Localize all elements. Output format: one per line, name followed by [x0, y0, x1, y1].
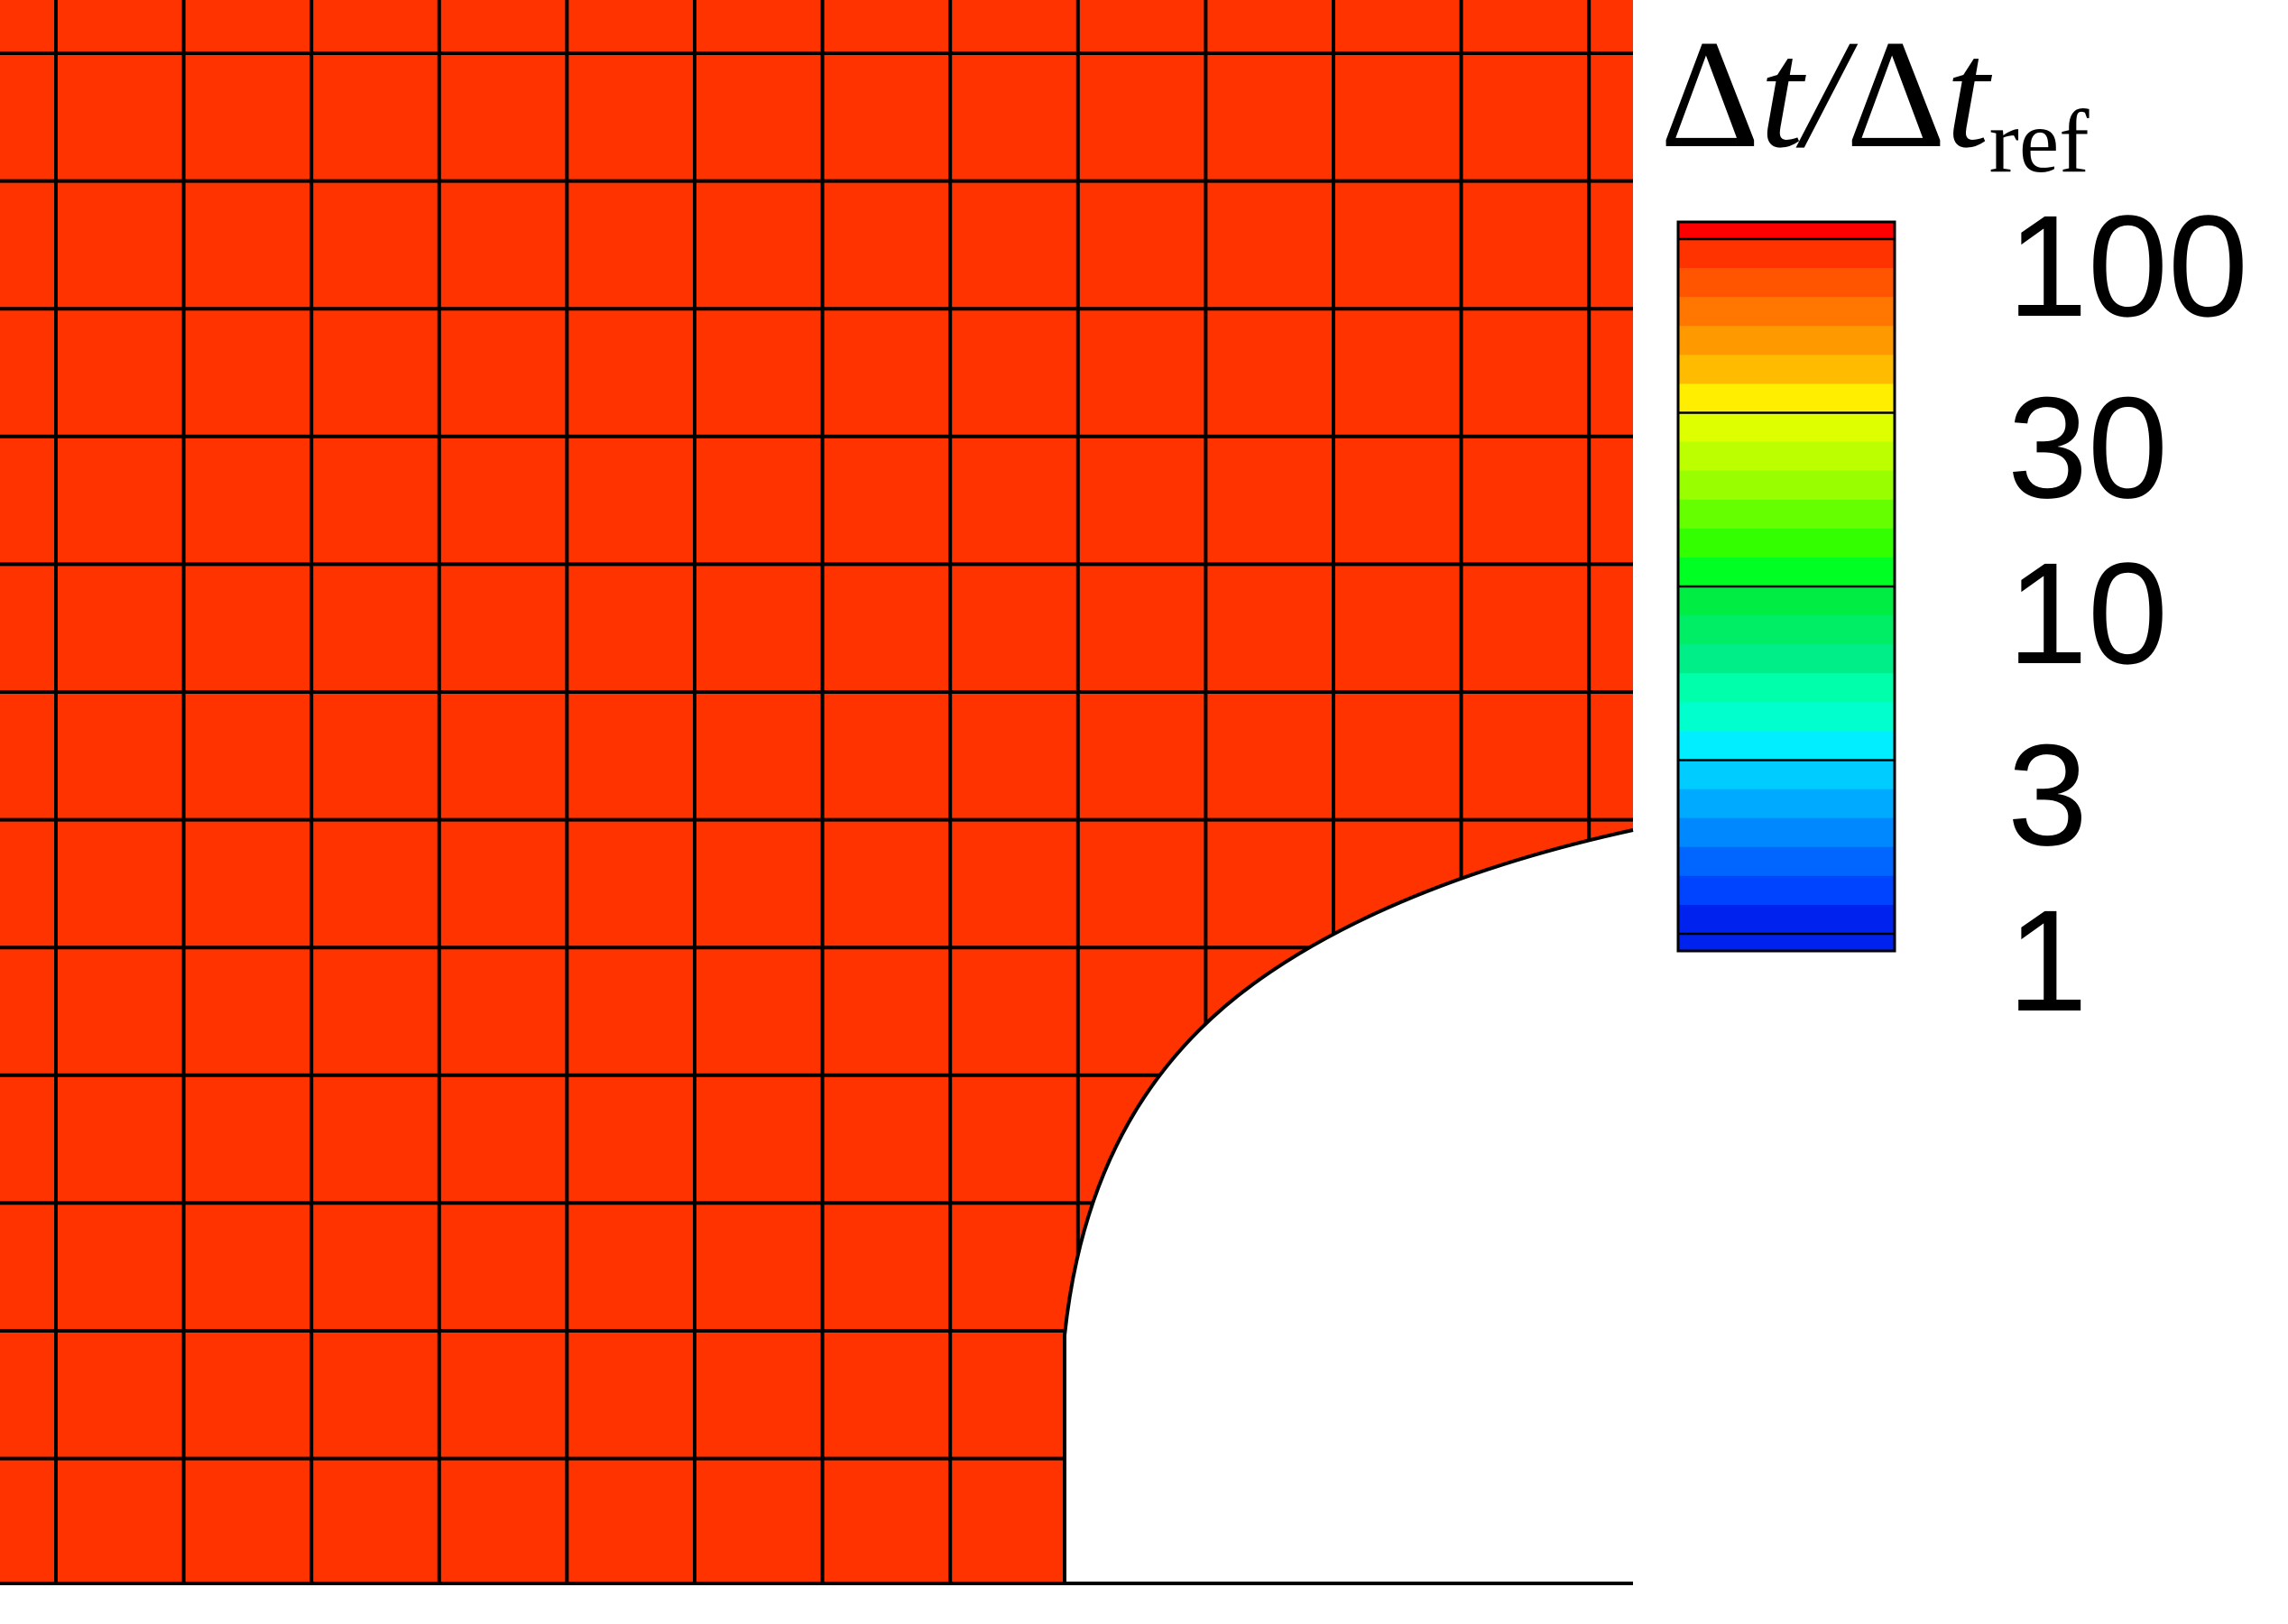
mesh-plot — [0, 0, 1634, 1585]
colorbar-frame — [1676, 220, 1896, 953]
colorbar-band — [1678, 731, 1895, 761]
colorbar-band — [1678, 817, 1895, 848]
colorbar-band — [1678, 268, 1895, 298]
legend-title-delta-1: Δ — [1660, 9, 1760, 180]
colorbar — [1676, 220, 1896, 953]
colorbar-tick-label: 3 — [2007, 714, 2088, 875]
colorbar-band — [1678, 702, 1895, 733]
hole-boundary — [1063, 828, 1634, 1583]
colorbar-tick-label: 1 — [2007, 880, 2088, 1041]
colorbar-tick-label: 100 — [2007, 185, 2248, 346]
colorbar-band — [1678, 499, 1895, 530]
colorbar-band — [1678, 846, 1895, 877]
colorbar-bottom-cap — [1678, 934, 1895, 951]
colorbar-band — [1678, 615, 1895, 645]
colorbar-band — [1678, 875, 1895, 906]
colorbar-top-cap — [1678, 222, 1895, 239]
colorbar-tick-label: 10 — [2007, 532, 2168, 694]
colorbar-band — [1678, 355, 1895, 385]
colorbar-band — [1678, 644, 1895, 674]
colorbar-band — [1678, 760, 1895, 790]
colorbar-band — [1678, 297, 1895, 327]
colorbar-band — [1678, 441, 1895, 472]
legend-title-delta-2: Δ — [1846, 9, 1946, 180]
colorbar-tick-label: 30 — [2007, 366, 2168, 528]
colorbar-band — [1678, 470, 1895, 501]
colorbar-band — [1678, 326, 1895, 355]
colorbar-band — [1678, 557, 1895, 587]
colorbar-band — [1678, 904, 1895, 935]
colorbar-band — [1678, 528, 1895, 558]
legend-title-t-1: t — [1760, 9, 1807, 180]
colorbar-band — [1678, 412, 1895, 443]
colorbar-band — [1678, 586, 1895, 616]
mesh-domain-fill — [0, 0, 1633, 1583]
legend-title-t-2: t — [1946, 9, 1993, 180]
colorbar-band — [1678, 239, 1895, 269]
colorbar-band — [1678, 789, 1895, 819]
colorbar-band — [1678, 383, 1895, 414]
legend-title-subscript: ref — [1989, 91, 2090, 191]
colorbar-band — [1678, 673, 1895, 703]
legend-title: Δt/Δtref — [1660, 9, 2090, 191]
